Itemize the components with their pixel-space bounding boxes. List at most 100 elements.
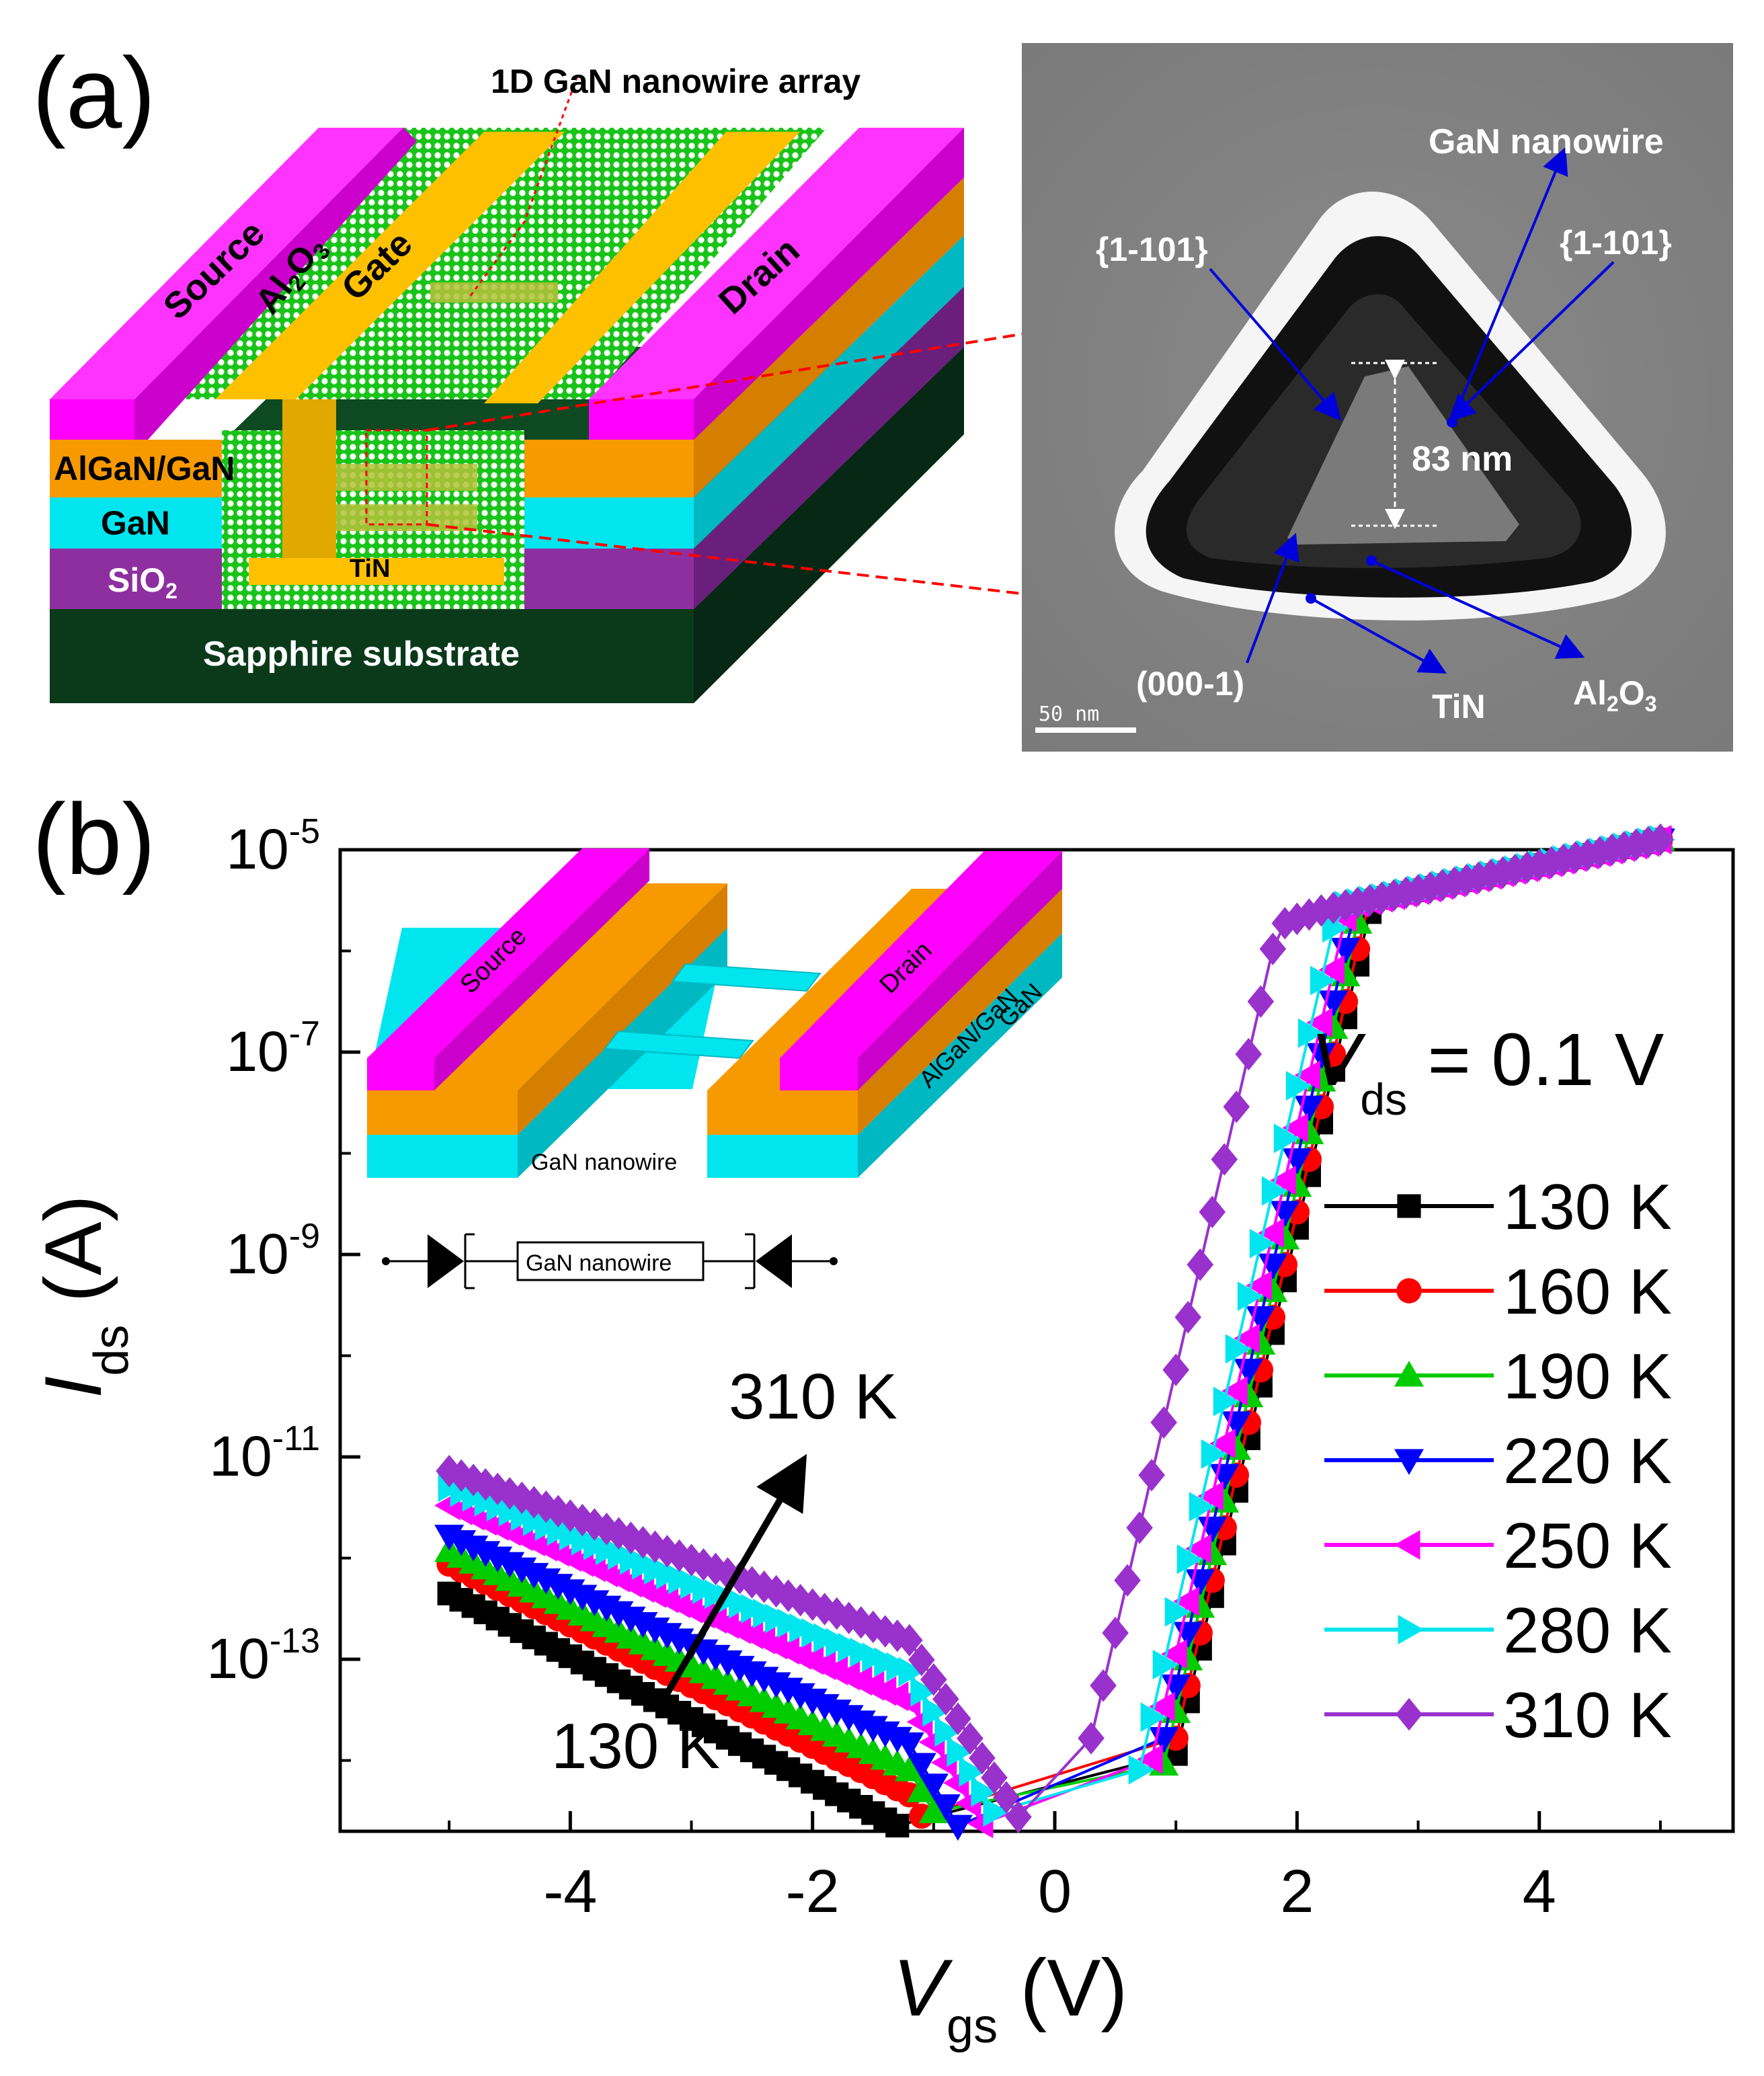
legend-marker: [1394, 1449, 1424, 1475]
sio2-main: SiO: [108, 561, 165, 599]
legend-label: 190 K: [1503, 1341, 1672, 1412]
inset-schematic: Source Drain AlGaN/GaN GaN GaN nanowire …: [367, 848, 1062, 1289]
data-point: [1126, 1511, 1153, 1544]
data-point: [1173, 1587, 1199, 1617]
x-tick-label: 4: [1523, 1858, 1556, 1925]
y-axis-label: Ids (A): [28, 1195, 138, 1398]
drain-front: [589, 399, 694, 440]
data-series: [434, 823, 1675, 1841]
data-point: [1005, 1800, 1032, 1833]
source-front: [50, 399, 134, 440]
y-tick-base: 10: [226, 1222, 288, 1285]
temperature-arrow: [659, 1453, 807, 1703]
data-point: [1306, 1008, 1332, 1038]
y-tick-base: 10: [209, 1425, 272, 1488]
data-point: [1416, 871, 1444, 904]
data-point: [1140, 1702, 1167, 1732]
data-point: [1138, 1458, 1165, 1492]
data-point: [787, 1584, 814, 1617]
data-point: [1225, 1334, 1252, 1364]
x-axis-label: Vgs (V): [893, 1943, 1127, 2053]
data-point: [448, 1459, 475, 1492]
inset-source-front: [367, 1058, 434, 1090]
scale-bar: [1035, 727, 1136, 733]
data-point: [1380, 879, 1408, 912]
data-point: [884, 1620, 911, 1652]
data-point: [1185, 1533, 1211, 1564]
tem-al2o3-sub2: 3: [1645, 692, 1657, 716]
vds-annotation: Vds = 0.1 V: [1311, 1019, 1664, 1124]
vds-sub: ds: [1360, 1074, 1407, 1124]
data-point: [1647, 823, 1674, 856]
circuit-box-label: GaN nanowire: [526, 1250, 672, 1276]
tem-facet-left-label: {1-101}: [1096, 231, 1208, 268]
data-point: [1209, 1429, 1236, 1459]
sio2-label: SiO2: [108, 561, 177, 603]
y-tick-base: 10: [226, 1020, 288, 1083]
y-tick-exp: -11: [272, 1419, 320, 1458]
data-point: [1273, 1123, 1300, 1154]
inset-right-gan-side: [858, 933, 1062, 1178]
data-point: [932, 1683, 959, 1716]
drain-side: [694, 128, 964, 440]
x-ticks: -4 -2 0 2 4: [448, 1811, 1662, 1925]
data-point: [910, 1677, 936, 1707]
data-point: [1199, 1195, 1226, 1229]
data-point: [1152, 1649, 1179, 1679]
inset-left-gan-side: [518, 928, 727, 1178]
data-point: [1429, 869, 1456, 902]
legend-item: 310 K: [1324, 1679, 1672, 1751]
data-point: [1189, 1492, 1215, 1522]
data-point: [918, 1773, 949, 1800]
inset-circuit: GaN nanowire: [382, 1233, 838, 1289]
gan-side: [694, 235, 964, 549]
inset-nanowire-1: [671, 963, 821, 992]
data-point: [1477, 859, 1505, 891]
data-point: [1537, 846, 1565, 879]
plot-frame: [338, 848, 1735, 1833]
circuit-box: [516, 1241, 705, 1281]
legend-item: 160 K: [1324, 1256, 1672, 1328]
x-axis-symbol: V: [893, 1943, 953, 2033]
y-tick-label: 10-7: [226, 1014, 320, 1083]
arrow-bottom-facet: [1246, 532, 1299, 664]
y-tick-exp: -13: [270, 1622, 320, 1661]
callout-box: [365, 429, 428, 526]
data-point: [1213, 1386, 1240, 1416]
data-point: [1162, 1353, 1189, 1386]
data-point: [922, 1697, 949, 1727]
data-point: [545, 1494, 572, 1527]
legend-marker: [1394, 1530, 1420, 1560]
x-tick-label: 0: [1038, 1858, 1072, 1925]
data-point: [1587, 836, 1613, 869]
data-point: [993, 1781, 1020, 1814]
tem-al2o3-label: Al2O3: [1573, 674, 1657, 716]
y-tick-label: 10-9: [226, 1217, 320, 1285]
legend-item: 190 K: [1324, 1341, 1672, 1412]
nanowire-3: [430, 282, 558, 303]
data-point: [947, 1736, 973, 1767]
legend-label: 310 K: [1503, 1679, 1672, 1751]
diode-right-icon: [756, 1234, 792, 1288]
data-point: [908, 1643, 935, 1677]
dot-al2o3: [1366, 555, 1377, 566]
data-point: [1223, 1090, 1250, 1123]
inset-right-gan-front: [707, 1135, 858, 1178]
source-top: [50, 128, 403, 399]
tem-gan-nanowire-label: GaN nanowire: [1429, 122, 1664, 161]
data-point: [1174, 1301, 1202, 1334]
data-point: [918, 1797, 949, 1823]
gan-label: GaN: [101, 504, 170, 542]
arrow-bottom-label: 130 K: [551, 1710, 720, 1782]
gate-top: [215, 132, 565, 399]
data-point: [1635, 826, 1662, 859]
data-point: [969, 1741, 996, 1775]
tem-tin-label: TiN: [1432, 688, 1486, 725]
y-tick-label: 10-5: [226, 812, 320, 881]
legend-label: 250 K: [1503, 1510, 1672, 1582]
y-axis-sub: ds: [85, 1325, 138, 1376]
dot-tin: [1306, 593, 1316, 604]
data-point: [641, 1530, 669, 1563]
gan-front-left: [50, 497, 251, 549]
